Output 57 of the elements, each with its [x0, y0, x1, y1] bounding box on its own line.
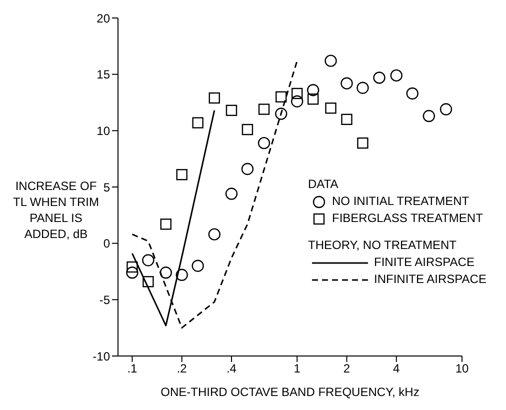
point — [324, 54, 337, 67]
point — [225, 188, 238, 200]
point — [142, 276, 154, 288]
legend-label: FIBERGLASS TREATMENT — [332, 210, 483, 227]
point — [258, 104, 270, 115]
point — [356, 82, 369, 94]
x-tick-label: 4 — [393, 362, 400, 376]
point — [373, 72, 386, 84]
point — [291, 95, 304, 108]
point — [160, 266, 172, 279]
point — [440, 103, 452, 116]
x-tick-label: .2 — [176, 362, 188, 376]
x-tick-label: 10 — [455, 362, 469, 376]
point — [160, 218, 172, 230]
point — [406, 87, 418, 100]
point — [208, 228, 220, 240]
x-tick-label: .4 — [226, 362, 237, 376]
point — [341, 114, 352, 125]
point — [126, 266, 138, 279]
annotation: DATA — [308, 176, 340, 193]
y-axis-title: INCREASE OF TL WHEN TRIM PANEL IS ADDED, dB — [12, 178, 100, 242]
legend-label: NO INITIAL TREATMENT — [332, 193, 470, 210]
point — [390, 69, 402, 82]
point — [176, 169, 188, 180]
point — [306, 84, 320, 96]
y-tick-label: 0 — [103, 236, 110, 251]
point — [340, 77, 353, 90]
legend-label: INFINITE AIRSPACE — [374, 271, 486, 288]
point — [176, 268, 188, 281]
point — [307, 94, 319, 105]
point — [242, 124, 254, 136]
y-tick-label: -10 — [92, 349, 110, 364]
point — [126, 261, 138, 273]
y-tick-label: 15 — [96, 68, 110, 82]
x-tick-label: 2 — [343, 362, 350, 376]
point — [276, 91, 287, 102]
point — [226, 104, 238, 116]
point — [241, 162, 254, 176]
point — [325, 102, 336, 114]
point — [292, 88, 303, 100]
annotation: THEORY, NO TREATMENT — [308, 237, 458, 254]
point — [357, 137, 368, 149]
point — [275, 108, 288, 120]
y-tick-label: 5 — [103, 180, 110, 194]
x-tick-label: 1 — [294, 362, 301, 376]
point — [208, 92, 220, 104]
point — [422, 110, 436, 122]
point — [192, 117, 204, 128]
y-tick-label: 10 — [96, 124, 110, 138]
x-tick-label: .1 — [127, 362, 138, 376]
legend-label: FINITE AIRSPACE — [374, 254, 474, 271]
y-tick-label: 20 — [96, 11, 110, 26]
point — [192, 260, 204, 272]
x-axis-title: ONE-THIRD OCTAVE BAND FREQUENCY, kHz — [160, 385, 420, 399]
point — [258, 136, 270, 150]
y-tick-label: -5 — [99, 292, 110, 307]
point — [142, 254, 154, 266]
